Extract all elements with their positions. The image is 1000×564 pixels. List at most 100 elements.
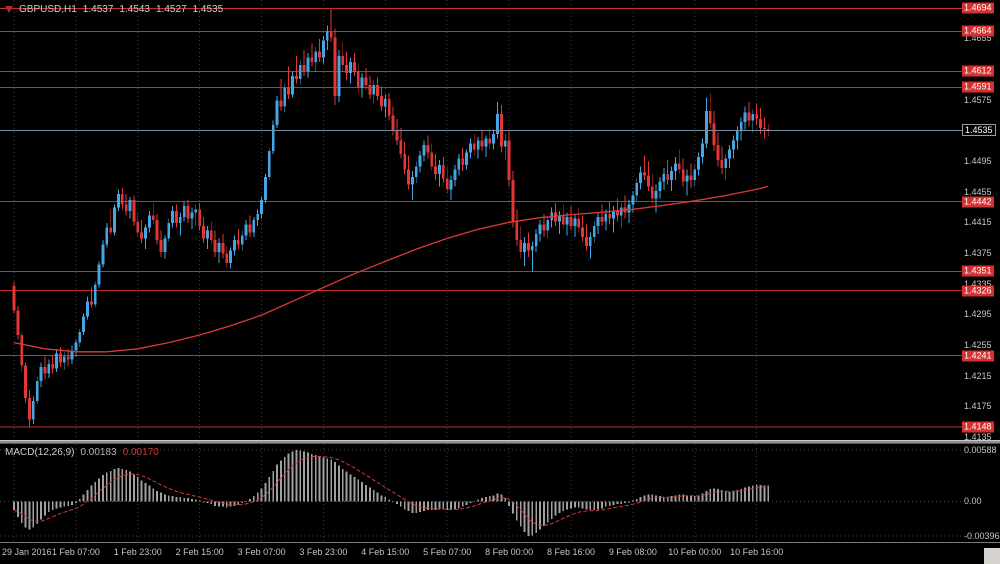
candle-body — [461, 158, 465, 165]
macd-histogram-bar — [628, 501, 630, 503]
macd-histogram-bar — [767, 485, 770, 502]
macd-histogram-bar — [256, 492, 259, 502]
macd-histogram-bar — [16, 501, 19, 518]
candle-body — [383, 98, 387, 107]
price-tick: 1.4455 — [964, 186, 992, 197]
price-level-badge[interactable]: 1.4326 — [962, 285, 994, 296]
macd-histogram-bar — [539, 501, 541, 530]
candle-body — [573, 218, 577, 227]
moving-average-line[interactable] — [13, 185, 769, 353]
macd-histogram-bar — [512, 501, 514, 514]
candle-body — [244, 224, 248, 236]
candle-body — [209, 230, 213, 240]
candle-body — [35, 380, 39, 401]
candle-body — [256, 213, 260, 220]
macd-histogram-bar — [562, 501, 565, 512]
candle-body — [438, 164, 441, 175]
macd-histogram-bar — [361, 482, 364, 502]
macd-histogram-bar — [78, 498, 81, 502]
candle-body — [233, 239, 236, 251]
macd-histogram-bar — [372, 490, 375, 502]
candle-body — [120, 193, 124, 205]
macd-histogram-bar — [388, 499, 391, 502]
macd-histogram-bar — [210, 501, 213, 505]
macd-histogram-bar — [71, 501, 73, 505]
price-tick: 1.4655 — [964, 33, 992, 44]
price-level-badge[interactable]: 1.4241 — [962, 350, 994, 362]
price-level-badge[interactable]: 1.4664 — [962, 25, 994, 37]
candle-body — [101, 244, 105, 265]
macd-histogram-bar — [252, 496, 255, 502]
candle-body — [229, 250, 233, 263]
macd-histogram-bar — [678, 494, 681, 502]
panel-splitter[interactable] — [0, 440, 1000, 444]
macd-histogram-bar — [32, 501, 35, 528]
candlestick-chart[interactable] — [0, 0, 962, 440]
candle-body — [248, 224, 252, 233]
candle-body — [360, 77, 364, 89]
price-tick: 1.4415 — [964, 217, 992, 228]
candle-body — [658, 181, 662, 191]
macd-histogram-bar — [744, 487, 746, 502]
macd-histogram-bar — [589, 501, 592, 511]
candle-body — [449, 180, 453, 190]
macd-histogram-bar — [396, 501, 398, 505]
price-level-badge[interactable]: 1.4591 — [962, 81, 994, 93]
candle-body — [554, 212, 557, 222]
price-level-badge[interactable]: 1.4148 — [962, 421, 994, 433]
candle-body — [70, 350, 74, 360]
time-label: 9 Feb 08:00 — [608, 547, 657, 557]
candle-body — [132, 200, 136, 222]
macd-histogram-bar — [90, 485, 93, 502]
time-axis[interactable]: 29 Jan 2016 1 Feb 07:00 1 Feb 23:00 2 Feb 1… — [0, 542, 1000, 564]
candle-body — [411, 177, 414, 185]
macd-signal-line — [13, 455, 769, 526]
price-level-badge[interactable]: 1.4351 — [962, 265, 994, 277]
candle-body — [434, 166, 438, 175]
macd-axis[interactable]: 0.00588 0.00 -0.00396 — [962, 444, 1000, 542]
macd-histogram-bar — [144, 483, 147, 502]
macd-signal-value: 0.00170 — [122, 447, 159, 458]
macd-histogram-bar — [461, 501, 464, 507]
price-level-badge[interactable]: 1.4694 — [962, 2, 994, 14]
macd-panel[interactable] — [0, 444, 962, 542]
candle-body — [376, 85, 379, 96]
macd-histogram-bar — [755, 484, 758, 502]
candle-body — [484, 138, 488, 147]
macd-chart[interactable] — [0, 444, 962, 542]
macd-histogram-bar — [179, 497, 182, 502]
price-level-badge[interactable]: 1.4442 — [962, 196, 994, 208]
candle-body — [469, 143, 472, 153]
candle-body — [117, 193, 120, 208]
candle-body — [151, 215, 155, 220]
macd-histogram-bar — [612, 501, 615, 505]
candle-body — [163, 238, 167, 253]
current-price-badge: 1.4535 — [962, 124, 996, 137]
candle-body — [287, 88, 291, 95]
macd-histogram-bar — [477, 499, 480, 502]
candle-body — [12, 285, 16, 311]
macd-histogram-bar — [519, 501, 522, 527]
candle-body — [322, 40, 325, 58]
macd-histogram-bar — [585, 501, 588, 510]
candle-body — [128, 200, 132, 211]
price-level-badge[interactable]: 1.4612 — [962, 65, 994, 77]
candle-body — [465, 152, 468, 165]
time-label: 8 Feb 00:00 — [485, 547, 534, 557]
time-label: 3 Feb 07:00 — [237, 547, 286, 557]
candle-body — [701, 143, 704, 158]
candle-body — [178, 216, 182, 224]
macd-histogram-bar — [399, 501, 402, 507]
candle-body — [368, 85, 372, 95]
price-axis[interactable]: 1.4655 1.4575 1.4495 1.4455 1.4415 1.4375 1.43… — [962, 0, 1000, 442]
candle-body — [724, 158, 728, 168]
candle-body — [403, 154, 407, 170]
candle-body — [279, 100, 283, 107]
candle-body — [380, 95, 383, 107]
main-chart-panel[interactable] — [0, 0, 962, 440]
candle-body — [472, 143, 476, 150]
macd-histogram-bar — [241, 501, 244, 504]
macd-histogram-bar — [229, 501, 232, 507]
candle-body — [59, 353, 62, 363]
macd-histogram-bar — [631, 500, 634, 502]
